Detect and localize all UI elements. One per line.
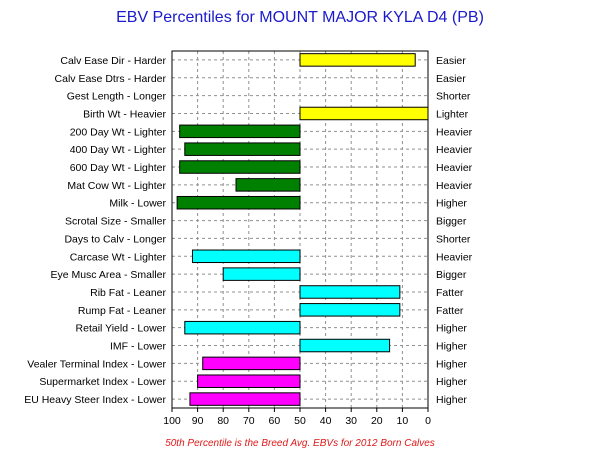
trait-label-left: Rump Fat - Leaner	[78, 305, 167, 317]
trait-label-right: Fatter	[436, 287, 464, 299]
trait-label-left: Eye Musc Area - Smaller	[50, 269, 166, 281]
trait-label-right: Higher	[436, 376, 467, 388]
trait-label-right: Higher	[436, 358, 467, 370]
trait-label-right: Higher	[436, 394, 467, 406]
trait-label-right: Bigger	[436, 269, 467, 281]
bar	[202, 356, 301, 371]
trait-label-right: Higher	[436, 198, 467, 210]
trait-label-left: Birth Wt - Heavier	[83, 108, 166, 120]
bar	[299, 285, 401, 299]
trait-label-left: EU Heavy Steer Index - Lower	[24, 394, 166, 406]
x-tick-label: 0	[425, 415, 431, 427]
trait-label-right: Easier	[436, 73, 466, 85]
x-tick-label: 90	[192, 415, 204, 427]
trait-label-left: Retail Yield - Lower	[76, 323, 167, 335]
x-tick-label: 50	[294, 415, 306, 427]
bar	[235, 178, 301, 192]
bar	[197, 374, 301, 388]
bar	[299, 338, 391, 353]
x-tick-label: 30	[345, 415, 357, 427]
bar	[222, 267, 301, 281]
trait-label-right: Heavier	[436, 180, 473, 192]
trait-label-left: Milk - Lower	[109, 198, 166, 210]
trait-label-left: Calv Ease Dtrs - Harder	[55, 73, 167, 85]
trait-label-right: Easier	[436, 55, 466, 67]
bar	[184, 142, 301, 156]
trait-label-left: Gest Length - Longer	[67, 91, 167, 103]
trait-label-left: IMF - Lower	[110, 341, 167, 353]
trait-labels: Calv Ease Dir - Harder Easier Calv Ease Dt…	[24, 55, 472, 406]
trait-label-left: Mat Cow Wt - Lighter	[67, 180, 166, 192]
x-tick-label: 60	[269, 415, 281, 427]
trait-label-left: Days to Calv - Longer	[64, 233, 166, 245]
bar	[299, 303, 401, 317]
trait-label-left: 600 Day Wt - Lighter	[70, 162, 167, 174]
x-tick-label: 40	[320, 415, 332, 427]
grid-lines	[172, 51, 428, 408]
trait-label-left: 400 Day Wt - Lighter	[70, 144, 167, 156]
bar	[184, 320, 301, 335]
trait-label-right: Bigger	[436, 216, 467, 228]
trait-label-right: Lighter	[436, 108, 469, 120]
bar	[179, 124, 301, 139]
trait-label-right: Fatter	[436, 305, 464, 317]
bars	[176, 53, 429, 406]
chart-footnote: 50th Percentile is the Breed Avg. EBVs f…	[165, 438, 435, 449]
chart-title: EBV Percentiles for MOUNT MAJOR KYLA D4 …	[116, 9, 484, 26]
trait-label-right: Shorter	[436, 233, 471, 245]
trait-label-left: Calv Ease Dir - Harder	[60, 55, 166, 67]
x-tick-label: 70	[243, 415, 255, 427]
plot-frame	[171, 50, 429, 409]
x-tick-label: 10	[397, 415, 409, 427]
trait-label-left: Scrotal Size - Smaller	[65, 216, 166, 228]
trait-label-left: 200 Day Wt - Lighter	[70, 126, 167, 138]
trait-label-right: Heavier	[436, 251, 473, 263]
bar	[191, 249, 301, 264]
trait-label-right: Higher	[436, 323, 467, 335]
bar	[299, 106, 429, 121]
trait-label-left: Carcase Wt - Lighter	[70, 251, 167, 263]
bar	[189, 392, 301, 406]
trait-label-left: Supermarket Index - Lower	[39, 376, 166, 388]
bar	[179, 160, 301, 174]
trait-label-left: Rib Fat - Leaner	[90, 287, 166, 299]
trait-label-right: Higher	[436, 341, 467, 353]
x-tick-label: 100	[163, 415, 181, 427]
bar	[299, 53, 416, 67]
trait-label-right: Shorter	[436, 91, 471, 103]
trait-label-right: Heavier	[436, 144, 473, 156]
x-axis-ticks: 100 90 80 70 60 50 40 30 20 10 0	[163, 408, 431, 427]
trait-label-right: Heavier	[436, 162, 473, 174]
x-tick-label: 20	[371, 415, 383, 427]
trait-label-left: Vealer Terminal Index - Lower	[27, 358, 166, 370]
bar	[176, 195, 301, 210]
trait-label-right: Heavier	[436, 126, 473, 138]
x-tick-label: 80	[217, 415, 229, 427]
